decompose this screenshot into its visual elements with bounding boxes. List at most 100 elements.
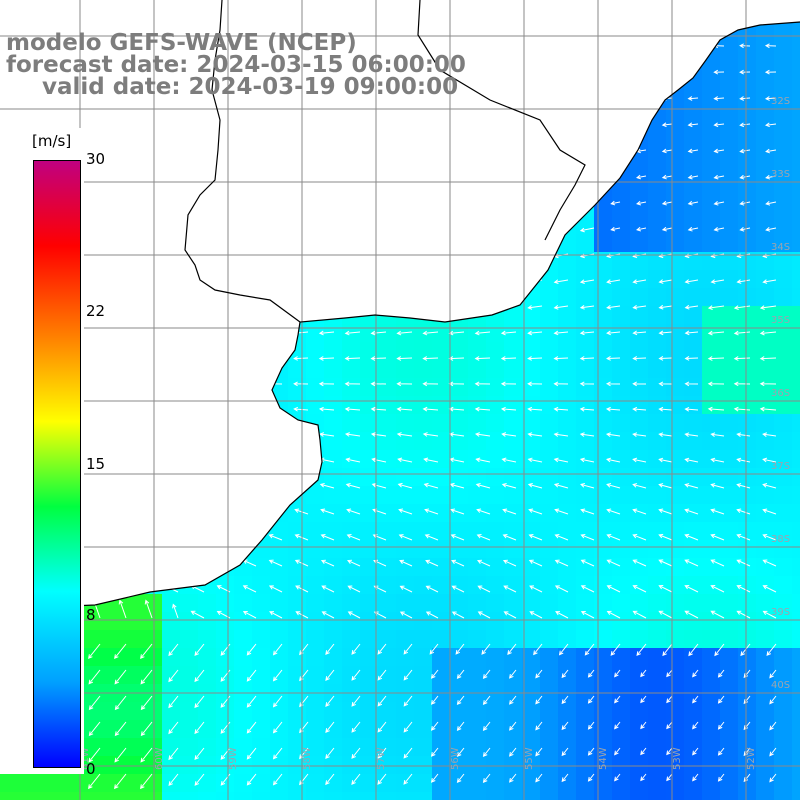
wind-arrow	[739, 148, 751, 154]
wind-cell	[522, 342, 541, 361]
wind-cell	[324, 432, 343, 451]
wind-cell	[612, 270, 631, 289]
wind-cell	[792, 432, 800, 451]
wind-arrow	[422, 406, 439, 412]
wind-cell	[594, 774, 613, 793]
wind-arrow	[632, 533, 647, 541]
wind-cell	[486, 666, 505, 685]
wind-cell	[414, 594, 433, 613]
wind-cell	[666, 414, 685, 433]
wind-cell	[360, 414, 379, 433]
wind-arrow	[318, 406, 335, 412]
wind-arrow	[344, 432, 361, 437]
wind-arrow	[448, 381, 465, 387]
wind-cell	[792, 54, 800, 73]
wind-arrow	[194, 747, 205, 761]
wind-arrow	[743, 773, 751, 783]
wind-cell	[558, 324, 577, 343]
wind-cell	[504, 792, 523, 800]
wind-arrow	[580, 559, 595, 567]
wind-cell	[360, 666, 379, 685]
wind-cell	[90, 666, 109, 685]
wind-cell	[684, 594, 703, 613]
wind-cell	[504, 540, 523, 559]
wind-cell	[774, 54, 793, 73]
wind-cell	[612, 180, 631, 199]
wind-arrow	[762, 279, 777, 284]
wind-cell	[288, 630, 307, 649]
wind-cell	[738, 558, 757, 577]
wind-cell	[684, 324, 703, 343]
wind-cell	[738, 378, 757, 397]
wind-cell	[432, 342, 451, 361]
wind-arrow	[140, 643, 153, 660]
wind-cell	[756, 720, 775, 739]
wind-cell	[666, 432, 685, 451]
wind-cell	[522, 594, 541, 613]
wind-arrow	[714, 643, 725, 657]
wind-arrow	[319, 432, 335, 437]
wind-arrow	[762, 559, 777, 567]
wind-cell	[540, 702, 559, 721]
wind-cell	[414, 414, 433, 433]
wind-cell	[738, 198, 757, 217]
wind-cell	[522, 414, 541, 433]
wind-cell	[342, 324, 361, 343]
wind-arrow	[318, 330, 335, 336]
wind-cell	[432, 360, 451, 379]
wind-cell	[540, 432, 559, 451]
wind-cell	[324, 702, 343, 721]
wind-arrow	[482, 721, 491, 731]
wind-arrow	[528, 508, 543, 515]
wind-cell	[792, 414, 800, 433]
wind-arrow	[684, 304, 699, 310]
colorbar-tick-15: 15	[86, 455, 106, 473]
wind-cell	[414, 360, 433, 379]
wind-cell	[612, 648, 631, 667]
wind-cell	[468, 396, 487, 415]
wind-cell	[108, 612, 127, 631]
wind-arrow	[344, 406, 361, 412]
wind-arrow	[762, 508, 777, 515]
wind-cell	[396, 648, 415, 667]
wind-cell	[270, 792, 289, 800]
wind-cell	[486, 396, 505, 415]
wind-arrow	[632, 483, 647, 489]
wind-cell	[378, 396, 397, 415]
wind-cell	[558, 576, 577, 595]
wind-cell	[90, 648, 109, 667]
wind-arrow	[325, 695, 335, 707]
wind-cell	[594, 792, 613, 800]
wind-arrow	[325, 773, 335, 786]
wind-arrow	[502, 534, 517, 541]
wind-cell	[468, 738, 487, 757]
wind-cell	[702, 288, 721, 307]
wind-cell	[54, 792, 73, 800]
wind-cell	[198, 774, 217, 793]
wind-cell	[396, 630, 415, 649]
wind-cell	[756, 234, 775, 253]
wind-arrow	[555, 611, 569, 619]
wind-cell	[630, 396, 649, 415]
wind-cell	[774, 198, 793, 217]
colorbar-tick-8: 8	[86, 606, 96, 624]
wind-cell	[162, 594, 181, 613]
wind-cell	[504, 450, 523, 469]
wind-cell	[468, 342, 487, 361]
wind-arrow	[553, 356, 569, 361]
wind-arrow	[687, 200, 699, 206]
wind-cell	[126, 702, 145, 721]
wind-arrow	[325, 721, 335, 733]
wind-cell	[774, 342, 793, 361]
wind-arrow	[344, 356, 361, 361]
wind-cell	[504, 324, 523, 343]
wind-cell	[378, 594, 397, 613]
wind-arrow	[759, 381, 777, 387]
wind-cell	[342, 612, 361, 631]
wind-cell	[270, 558, 289, 577]
wind-cell	[756, 594, 775, 613]
wind-cell	[126, 666, 145, 685]
wind-cell	[576, 360, 595, 379]
wind-arrow	[632, 508, 647, 515]
wind-cell	[792, 486, 800, 505]
